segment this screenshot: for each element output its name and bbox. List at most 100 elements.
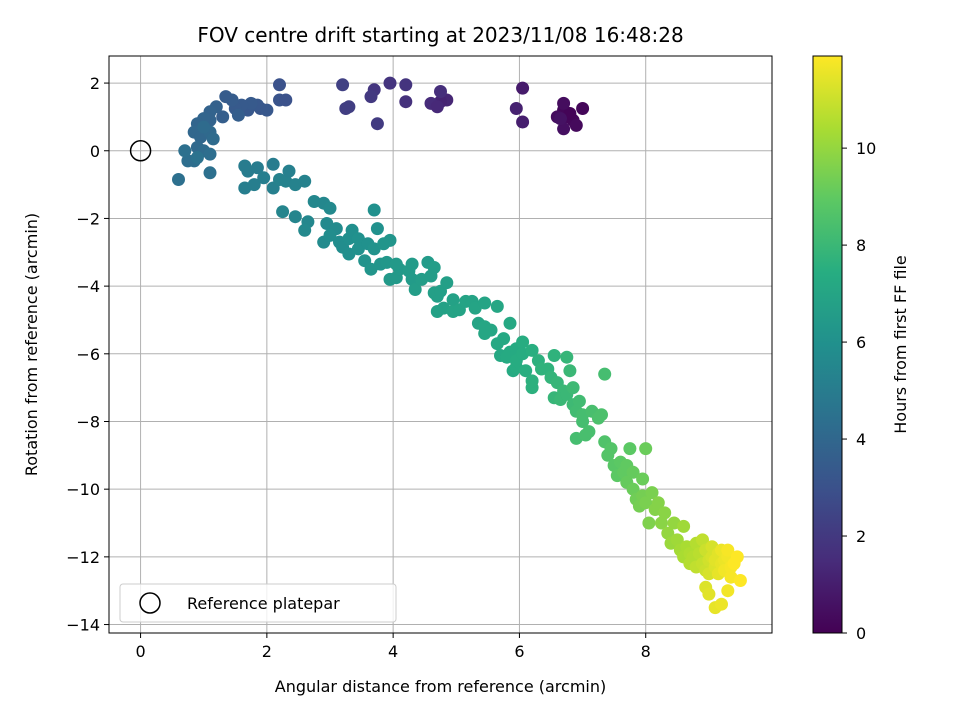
data-point <box>370 222 384 236</box>
data-point <box>276 205 290 219</box>
data-point <box>367 203 381 217</box>
data-point <box>478 296 492 310</box>
data-point <box>651 496 665 510</box>
y-tick-label: −6 <box>76 345 100 364</box>
data-point <box>569 118 583 132</box>
data-point <box>320 217 334 230</box>
colorbar: 0 2 4 6 8 10 Hours from first FF file <box>812 55 910 643</box>
y-tick-label: −12 <box>66 548 100 567</box>
data-point <box>497 332 511 346</box>
data-point <box>434 85 447 98</box>
data-point <box>557 122 571 136</box>
data-point <box>342 247 356 261</box>
data-point <box>623 442 637 456</box>
data-point <box>364 90 378 104</box>
data-point <box>572 394 586 408</box>
y-tick-label: −2 <box>76 209 100 228</box>
data-point <box>408 283 422 296</box>
colorbar-tick-label: 8 <box>856 236 866 255</box>
data-point <box>516 335 530 349</box>
data-point <box>172 173 185 186</box>
data-point <box>216 110 230 124</box>
data-point <box>257 171 271 185</box>
y-tick-label: 0 <box>90 142 100 161</box>
colorbar-ticks: 0 2 4 6 8 10 <box>842 139 876 643</box>
data-point <box>626 465 640 479</box>
data-point <box>370 117 384 131</box>
y-axis-label: Rotation from reference (arcmin) <box>22 213 41 476</box>
data-point <box>563 364 577 378</box>
data-point <box>598 367 612 381</box>
data-point <box>525 343 539 357</box>
x-tick-label: 6 <box>514 642 524 661</box>
data-point <box>576 102 590 115</box>
data-point <box>247 178 261 192</box>
y-tick-label: −14 <box>66 616 100 635</box>
data-point <box>231 108 245 122</box>
data-point <box>661 526 675 540</box>
data-point <box>298 174 312 188</box>
colorbar-tick-label: 6 <box>856 333 866 352</box>
scatter-points <box>172 76 747 615</box>
data-point <box>273 78 286 92</box>
legend-box <box>119 583 397 623</box>
data-point <box>733 574 747 587</box>
colorbar-tick-label: 4 <box>856 430 866 449</box>
data-point <box>636 472 650 486</box>
data-point <box>658 506 672 520</box>
data-point <box>339 102 353 115</box>
data-point <box>595 408 608 422</box>
data-point <box>525 374 539 388</box>
data-point <box>557 96 571 110</box>
data-point <box>519 364 533 378</box>
data-point <box>279 93 293 107</box>
colorbar-gradient <box>812 55 843 634</box>
data-point <box>645 486 659 500</box>
data-point <box>582 425 596 439</box>
data-point <box>203 147 217 161</box>
data-point <box>446 293 460 307</box>
data-point <box>364 262 378 276</box>
y-tick-label: 2 <box>90 74 100 93</box>
data-point <box>323 201 337 215</box>
data-point <box>203 166 217 180</box>
data-point <box>440 276 454 290</box>
data-point <box>260 103 274 117</box>
y-tick-label: −4 <box>76 277 100 296</box>
y-tick-label: −10 <box>66 480 100 499</box>
data-point <box>730 550 744 564</box>
data-point <box>721 543 735 557</box>
data-point <box>639 442 653 456</box>
data-point <box>503 316 517 330</box>
data-point <box>399 78 413 92</box>
data-point <box>670 533 684 547</box>
grid <box>109 56 772 633</box>
data-point <box>715 597 728 611</box>
data-point <box>288 210 302 224</box>
data-point <box>190 151 204 164</box>
legend-marker <box>139 592 161 614</box>
data-point <box>399 95 413 109</box>
data-point <box>282 164 296 178</box>
reference-marker <box>129 140 152 162</box>
data-point <box>351 232 365 246</box>
colorbar-tick-label: 2 <box>856 527 866 546</box>
plot-frame <box>108 55 773 634</box>
data-point <box>560 350 574 364</box>
data-point <box>547 349 561 362</box>
data-point <box>490 299 504 313</box>
data-point <box>554 112 567 126</box>
data-point <box>389 257 403 271</box>
data-point <box>702 587 716 601</box>
data-point <box>626 482 640 496</box>
x-tick-label: 8 <box>641 642 651 661</box>
data-point <box>206 132 220 146</box>
data-point <box>351 242 365 256</box>
data-point <box>250 161 264 175</box>
x-axis-ticks: 0 2 4 6 8 <box>135 633 651 661</box>
data-point <box>677 519 691 533</box>
data-point <box>516 115 530 129</box>
data-point <box>516 81 530 95</box>
data-point <box>639 496 653 510</box>
